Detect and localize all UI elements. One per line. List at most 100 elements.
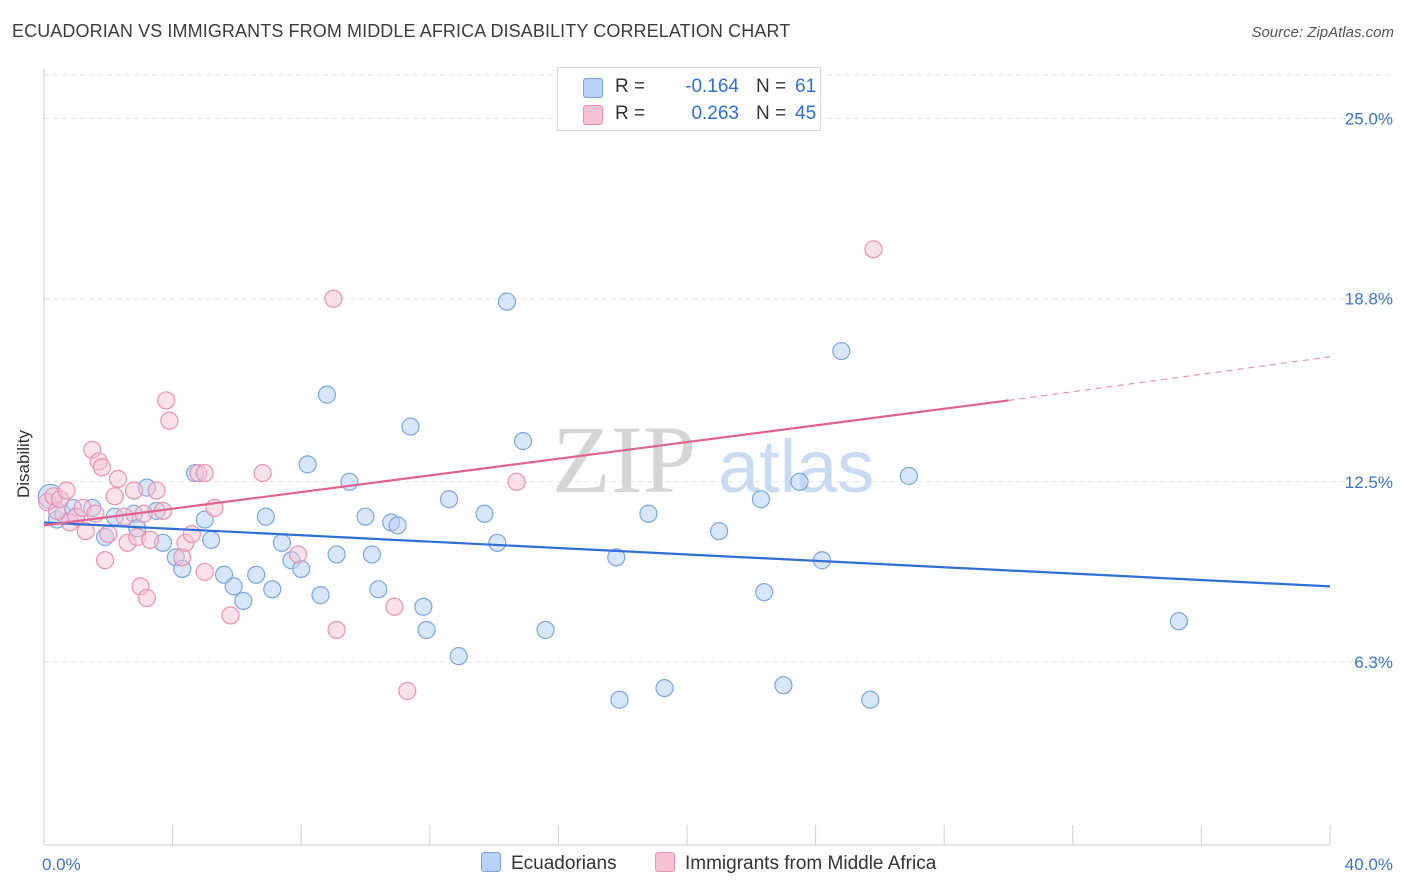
data-point-ecuadorians <box>751 490 771 509</box>
data-point-ecuadorians <box>272 533 292 552</box>
data-point-ecuadorians <box>899 466 918 486</box>
data-point-ecuadorians <box>356 507 375 526</box>
data-point-ecuadorians <box>774 676 793 695</box>
data-point-middle-africa <box>221 606 240 625</box>
data-point-middle-africa <box>76 522 95 541</box>
data-point-middle-africa <box>140 530 160 550</box>
data-point-middle-africa <box>147 481 166 500</box>
data-point-ecuadorians <box>655 678 674 698</box>
bottom-legend-ecuadorians: Ecuadorians <box>481 852 617 875</box>
chart-title: ECUADORIAN VS IMMIGRANTS FROM MIDDLE AFR… <box>12 21 791 41</box>
data-point-ecuadorians <box>234 591 253 611</box>
data-point-middle-africa <box>108 469 128 488</box>
data-point-ecuadorians <box>610 690 629 709</box>
data-point-ecuadorians <box>263 580 282 599</box>
chart-source: Source: ZipAtlas.com <box>1251 24 1394 41</box>
bottom-legend-label: Immigrants from Middle Africa <box>685 853 937 874</box>
series-middle-africa-points <box>38 240 883 701</box>
data-point-middle-africa <box>864 240 883 259</box>
legend-n-value: 61 <box>795 76 817 97</box>
data-point-ecuadorians <box>1169 612 1188 631</box>
legend-r-value: -0.164 <box>685 76 739 97</box>
data-point-middle-africa <box>195 463 214 483</box>
data-point-middle-africa <box>160 411 179 430</box>
data-point-ecuadorians <box>790 472 809 491</box>
data-point-ecuadorians <box>417 620 436 640</box>
data-point-middle-africa <box>92 458 111 477</box>
data-point-middle-africa <box>99 524 118 544</box>
y-axis-label: Disability <box>14 429 33 498</box>
data-point-ecuadorians <box>536 620 555 640</box>
watermark: ZIP atlas <box>552 406 874 513</box>
data-point-ecuadorians <box>362 545 382 564</box>
data-point-middle-africa <box>105 487 124 506</box>
bottom-legend-label: Ecuadorians <box>511 853 617 874</box>
legend-r-value: 0.263 <box>691 103 739 124</box>
data-point-middle-africa <box>57 481 76 500</box>
data-point-ecuadorians <box>639 504 658 523</box>
data-point-ecuadorians <box>475 504 494 523</box>
data-point-ecuadorians <box>214 565 234 584</box>
legend-n-label: N = <box>756 103 787 124</box>
correlation-legend: R = -0.164 N = 61 R = 0.263 N = 45 <box>557 67 821 131</box>
data-point-ecuadorians <box>607 548 626 567</box>
data-point-ecuadorians <box>317 385 337 404</box>
watermark-zip: ZIP <box>552 406 696 513</box>
data-point-ecuadorians <box>195 510 214 529</box>
data-point-ecuadorians <box>755 583 774 602</box>
y-tick-label: 12.5% <box>1345 473 1393 492</box>
data-point-middle-africa <box>385 597 404 616</box>
data-point-ecuadorians <box>488 533 507 552</box>
trend-line-middle-africa <box>43 399 1009 527</box>
data-point-ecuadorians <box>311 586 330 605</box>
legend-r-label: R = <box>615 103 646 124</box>
data-point-ecuadorians <box>832 341 851 361</box>
watermark-atlas: atlas <box>718 425 874 508</box>
y-tick-label: 6.3% <box>1354 653 1393 672</box>
data-point-middle-africa <box>124 481 144 500</box>
data-point-ecuadorians <box>327 545 346 564</box>
data-point-middle-africa <box>182 524 201 544</box>
grid-lines <box>44 74 1395 663</box>
data-point-ecuadorians <box>247 565 266 584</box>
data-point-ecuadorians <box>710 522 729 541</box>
data-point-ecuadorians <box>298 455 317 474</box>
data-point-middle-africa <box>288 545 308 564</box>
legend-swatch-pink <box>583 105 603 125</box>
data-point-ecuadorians <box>202 530 221 550</box>
data-point-ecuadorians <box>401 417 420 436</box>
data-point-middle-africa <box>324 289 343 308</box>
x-tick-label: 40.0% <box>1345 855 1393 874</box>
data-point-ecuadorians <box>414 597 433 616</box>
trend-line-middle-africa-extension <box>1008 356 1331 402</box>
data-point-middle-africa <box>253 463 272 483</box>
data-point-ecuadorians <box>449 647 468 666</box>
data-point-ecuadorians <box>388 516 407 535</box>
data-point-ecuadorians <box>256 507 275 526</box>
trend-lines <box>43 356 1331 588</box>
data-point-ecuadorians <box>513 432 533 451</box>
axes <box>43 68 1331 846</box>
y-tick-label: 25.0% <box>1345 110 1393 129</box>
bottom-legend-swatch-blue <box>481 852 501 872</box>
trend-line-ecuadorians <box>43 521 1331 588</box>
data-point-middle-africa <box>398 681 417 701</box>
data-point-middle-africa <box>137 588 156 608</box>
data-point-ecuadorians <box>861 690 880 709</box>
legend-swatch-blue <box>583 78 603 98</box>
data-point-middle-africa <box>157 391 176 410</box>
data-point-ecuadorians <box>224 577 243 596</box>
legend-n-value: 45 <box>795 103 817 124</box>
data-point-middle-africa <box>507 472 526 491</box>
bottom-legend-swatch-pink <box>655 852 675 872</box>
y-tick-label: 18.8% <box>1345 290 1393 309</box>
data-point-ecuadorians <box>439 490 459 509</box>
x-tick-label: 0.0% <box>42 855 81 874</box>
data-point-ecuadorians <box>369 580 388 599</box>
bottom-legend-middle-africa: Immigrants from Middle Africa <box>655 852 936 875</box>
data-point-middle-africa <box>95 551 115 570</box>
data-point-middle-africa <box>195 562 214 581</box>
data-point-ecuadorians <box>340 472 359 491</box>
legend-n-label: N = <box>756 76 787 97</box>
